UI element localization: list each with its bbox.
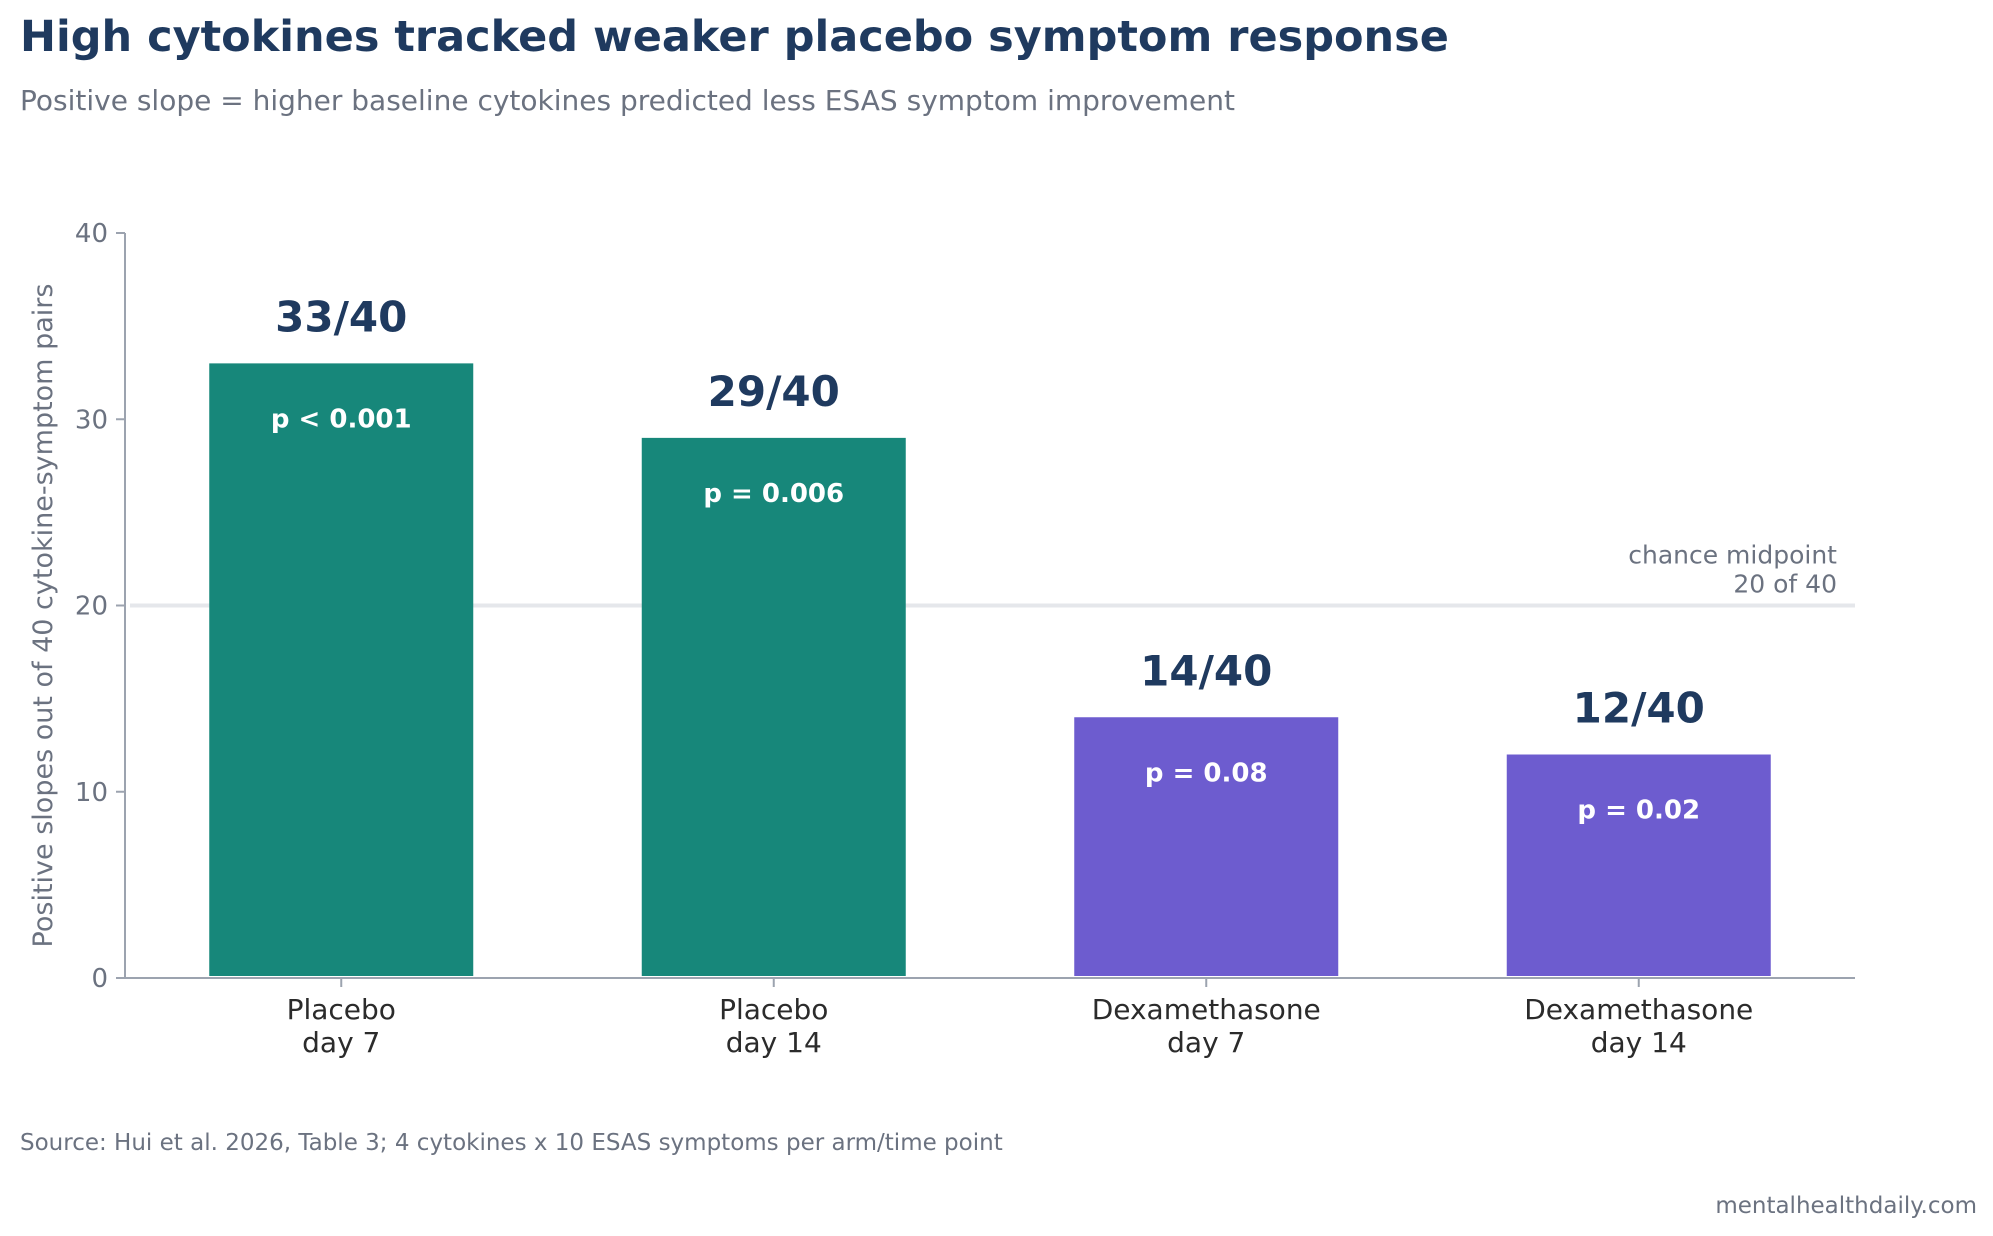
chart-title: High cytokines tracked weaker placebo sy… bbox=[20, 12, 1449, 62]
x-tick-label: Placebo bbox=[287, 993, 396, 1026]
x-tick-label: Placebo bbox=[719, 993, 828, 1026]
bar-p-value-label: p = 0.006 bbox=[703, 479, 844, 509]
chance-midpoint-label: chance midpoint bbox=[1628, 541, 1837, 570]
x-tick-label: Dexamethasone bbox=[1092, 993, 1321, 1026]
x-tick-label: day 7 bbox=[302, 1026, 380, 1059]
bar-value-label: 29/40 bbox=[708, 367, 840, 416]
x-tick-label: day 14 bbox=[726, 1026, 822, 1059]
bar-dexamethasone-3 bbox=[1074, 717, 1339, 976]
y-tick-label: 0 bbox=[91, 964, 108, 994]
y-axis-label: Positive slopes out of 40 cytokine-sympt… bbox=[28, 284, 59, 948]
source-note: Source: Hui et al. 2026, Table 3; 4 cyto… bbox=[20, 1130, 1003, 1156]
bar-p-value-label: p < 0.001 bbox=[271, 404, 412, 434]
chart-subtitle: Positive slope = higher baseline cytokin… bbox=[20, 84, 1235, 117]
bar-p-value-label: p = 0.02 bbox=[1577, 796, 1700, 826]
bar-value-label: 14/40 bbox=[1140, 646, 1272, 695]
y-tick-label: 20 bbox=[75, 592, 108, 622]
bar-value-label: 12/40 bbox=[1573, 684, 1705, 733]
x-tick-label: day 14 bbox=[1591, 1026, 1687, 1059]
bar-dexamethasone-4 bbox=[1506, 754, 1771, 976]
y-tick-label: 40 bbox=[75, 219, 108, 249]
site-credit: mentalhealthdaily.com bbox=[1715, 1193, 1977, 1219]
bar-p-value-label: p = 0.08 bbox=[1145, 758, 1268, 788]
x-tick-label: day 7 bbox=[1167, 1026, 1245, 1059]
y-tick-label: 30 bbox=[75, 405, 108, 435]
x-tick-label: Dexamethasone bbox=[1524, 993, 1753, 1026]
bar-placebo-1 bbox=[209, 363, 474, 976]
chance-midpoint-label: 20 of 40 bbox=[1733, 570, 1837, 599]
bar-value-label: 33/40 bbox=[275, 292, 407, 341]
y-tick-label: 10 bbox=[75, 778, 108, 808]
bar-placebo-2 bbox=[641, 437, 906, 976]
